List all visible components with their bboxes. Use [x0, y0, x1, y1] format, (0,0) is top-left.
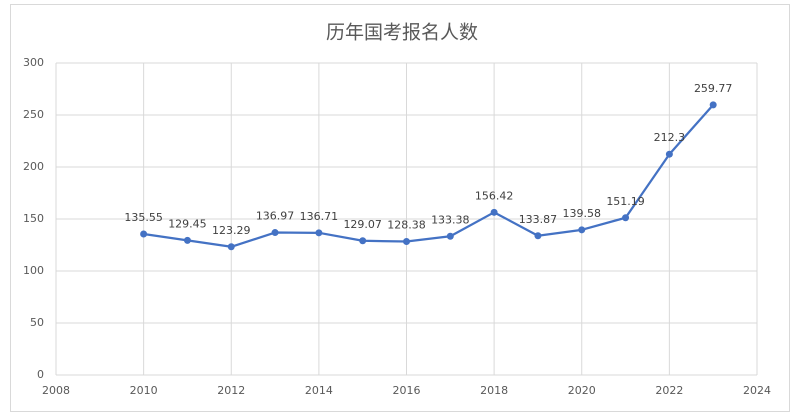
- x-tick-label: 2020: [568, 384, 596, 397]
- x-tick-label: 2016: [393, 384, 421, 397]
- data-point: [534, 232, 542, 240]
- data-point: [403, 237, 410, 245]
- data-point: [359, 237, 367, 245]
- data-label: 259.77: [694, 82, 733, 95]
- data-label: 136.97: [256, 210, 295, 223]
- chart-frame: [10, 4, 790, 412]
- y-tick-label: 50: [30, 316, 44, 329]
- y-tick-label: 200: [23, 160, 44, 173]
- chart-title: 历年国考报名人数: [326, 22, 478, 44]
- data-label: 133.87: [519, 213, 558, 226]
- y-tick-label: 300: [23, 56, 44, 69]
- data-point: [622, 214, 630, 222]
- data-point: [665, 150, 673, 158]
- data-label: 133.38: [431, 213, 470, 226]
- data-label: 129.45: [168, 217, 207, 230]
- data-point: [140, 230, 148, 238]
- data-point: [709, 101, 717, 109]
- data-point: [446, 232, 454, 240]
- data-point: [271, 229, 279, 237]
- data-label: 136.71: [300, 210, 339, 223]
- y-tick-label: 150: [23, 212, 44, 225]
- data-point: [490, 208, 498, 216]
- data-label: 212.3: [654, 131, 686, 144]
- data-label: 135.55: [124, 211, 163, 224]
- data-label: 151.19: [606, 195, 645, 208]
- series-line: [143, 104, 715, 248]
- data-label: 128.38: [387, 218, 426, 231]
- data-point: [227, 243, 235, 251]
- x-tick-label: 2014: [305, 384, 333, 397]
- data-label: 129.07: [343, 218, 382, 231]
- x-tick-label: 2024: [743, 384, 771, 397]
- x-tick-label: 2008: [42, 384, 70, 397]
- data-label: 123.29: [212, 224, 251, 237]
- x-tick-label: 2022: [655, 384, 683, 397]
- data-point: [183, 236, 191, 244]
- x-tick-label: 2012: [217, 384, 245, 397]
- x-tick-label: 2018: [480, 384, 508, 397]
- y-tick-label: 0: [37, 368, 44, 381]
- data-point: [315, 229, 323, 237]
- y-tick-label: 250: [23, 108, 44, 121]
- data-label: 156.42: [475, 189, 514, 202]
- y-tick-label: 100: [23, 264, 44, 277]
- data-point: [578, 226, 586, 234]
- x-tick-label: 2010: [130, 384, 158, 397]
- data-label: 139.58: [563, 207, 602, 220]
